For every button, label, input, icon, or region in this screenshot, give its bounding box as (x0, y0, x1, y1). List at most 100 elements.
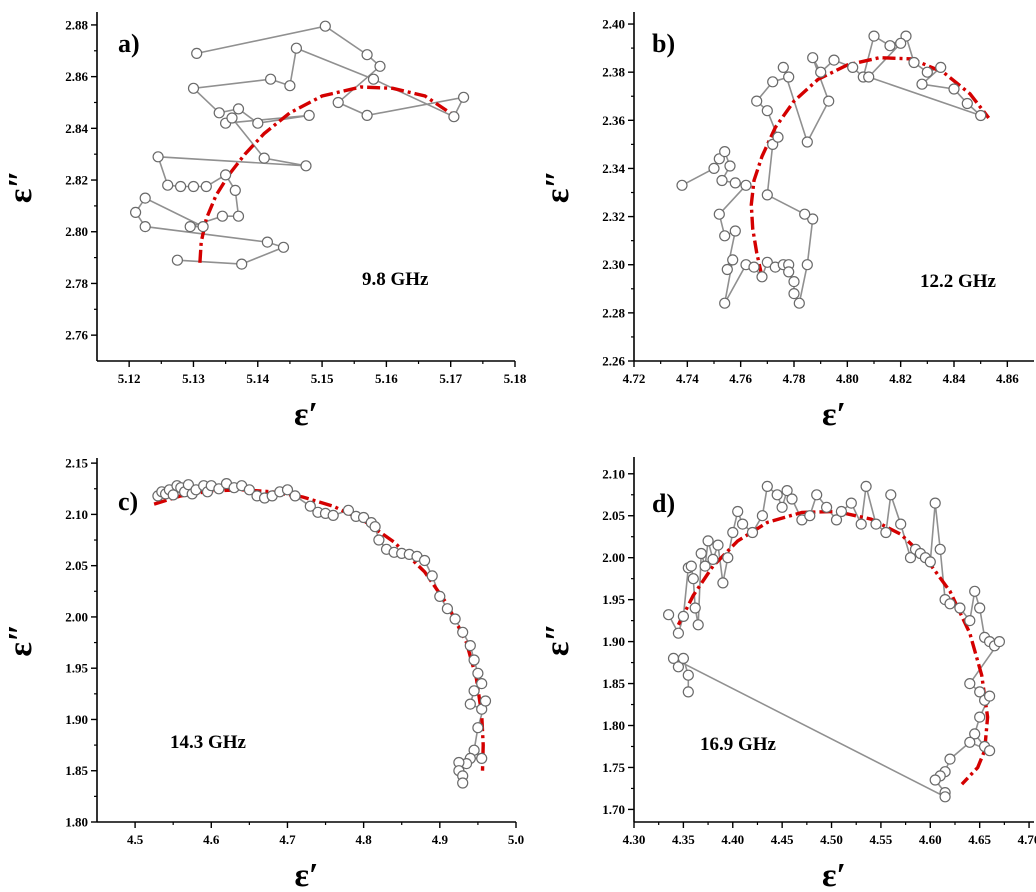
data-point (786, 493, 798, 505)
data-point (783, 71, 795, 83)
data-point (916, 78, 928, 90)
data-point (788, 288, 800, 300)
data-point (139, 221, 151, 233)
data-point (954, 602, 966, 614)
data-point (472, 667, 484, 679)
data-point (327, 509, 339, 522)
x-tick-label: 4.6 (203, 832, 220, 847)
x-tick-label: 4.5 (127, 832, 144, 847)
x-tick-label: 5.0 (508, 832, 524, 847)
x-tick-label: 4.78 (783, 371, 806, 386)
measured-connector-line (134, 25, 466, 265)
data-point (904, 552, 917, 564)
data-point (682, 669, 694, 681)
data-point (815, 66, 827, 78)
x-tick-label: 5.18 (504, 371, 527, 386)
data-point (870, 518, 882, 530)
data-point (756, 510, 769, 522)
data-point (457, 626, 469, 638)
y-axis-title: ε″ (2, 623, 39, 656)
data-point (717, 577, 729, 589)
x-tick-label: 4.70 (1018, 832, 1036, 847)
panel-a: 5.12 5.13 5.14 5.15 5.16 5.17 5.18 2.76 2.78 2.80… (2, 12, 527, 433)
data-point (964, 736, 976, 748)
y-tick-label: 2.00 (65, 609, 88, 624)
data-point (677, 652, 690, 665)
data-point (716, 174, 728, 187)
data-point (708, 162, 720, 174)
data-point (964, 614, 976, 627)
data-point (692, 619, 704, 631)
x-tick-label: 5.16 (375, 371, 398, 386)
fitted-arc (198, 85, 455, 263)
data-point (761, 256, 773, 268)
x-tick-label: 4.35 (672, 832, 695, 847)
y-axis-title: ε″ (2, 170, 39, 203)
data-point (884, 40, 896, 52)
data-point (252, 117, 264, 129)
data-point (799, 208, 811, 220)
data-point (727, 254, 739, 266)
data-point (175, 180, 187, 193)
panel-label: b) (652, 29, 675, 58)
data-point (713, 208, 725, 220)
data-point (732, 505, 744, 518)
data-point (236, 258, 248, 270)
y-tick-label: 1.90 (65, 712, 88, 727)
data-point (243, 484, 255, 496)
x-axis-title: ε′ (822, 396, 846, 433)
data-point (699, 560, 711, 572)
data-point (232, 103, 245, 115)
data-point (476, 677, 488, 690)
data-point (751, 95, 763, 107)
y-tick-label: 2.26 (602, 354, 625, 369)
y-tick-label: 1.95 (65, 661, 88, 676)
data-point (367, 73, 380, 85)
y-tick-label: 2.00 (602, 550, 625, 565)
data-point (702, 535, 714, 547)
x-tick-label: 4.76 (729, 371, 752, 386)
x-tick-label: 4.55 (870, 832, 893, 847)
data-point (729, 225, 741, 237)
data-point (434, 590, 446, 603)
data-point (162, 179, 174, 191)
data-point (152, 151, 164, 163)
data-point (807, 213, 819, 225)
data-point (464, 639, 476, 652)
x-tick-label: 4.82 (889, 371, 912, 386)
data-point (277, 241, 290, 253)
data-point (855, 518, 867, 530)
x-tick-label: 4.80 (836, 371, 859, 386)
data-point (835, 505, 848, 518)
x-tick-label: 4.86 (996, 371, 1019, 386)
x-tick-label: 4.40 (721, 832, 744, 847)
data-point (441, 603, 453, 615)
data-point (788, 276, 800, 288)
data-point (783, 266, 795, 278)
data-point (361, 109, 373, 122)
panel-label: d) (652, 489, 675, 518)
data-point (721, 263, 733, 276)
x-tick-label: 4.7 (279, 832, 296, 847)
data-point (748, 261, 760, 273)
y-tick-label: 1.70 (602, 802, 625, 817)
data-point (281, 484, 294, 496)
data-point (374, 60, 386, 72)
data-point (820, 501, 833, 513)
data-point (265, 73, 277, 85)
data-point (736, 518, 749, 530)
data-point (929, 497, 941, 509)
y-tick-label: 2.34 (602, 161, 625, 176)
data-point (746, 526, 759, 539)
data-point (689, 602, 701, 614)
data-point (804, 510, 816, 522)
y-tick-label: 2.30 (602, 257, 625, 272)
data-point (676, 179, 688, 191)
data-point (964, 677, 976, 690)
data-point (969, 585, 981, 597)
x-tick-label: 4.50 (820, 832, 843, 847)
y-tick-label: 2.10 (602, 466, 625, 481)
data-point (935, 61, 947, 74)
y-tick-label: 2.05 (65, 558, 88, 573)
x-tick-label: 4.65 (968, 832, 991, 847)
